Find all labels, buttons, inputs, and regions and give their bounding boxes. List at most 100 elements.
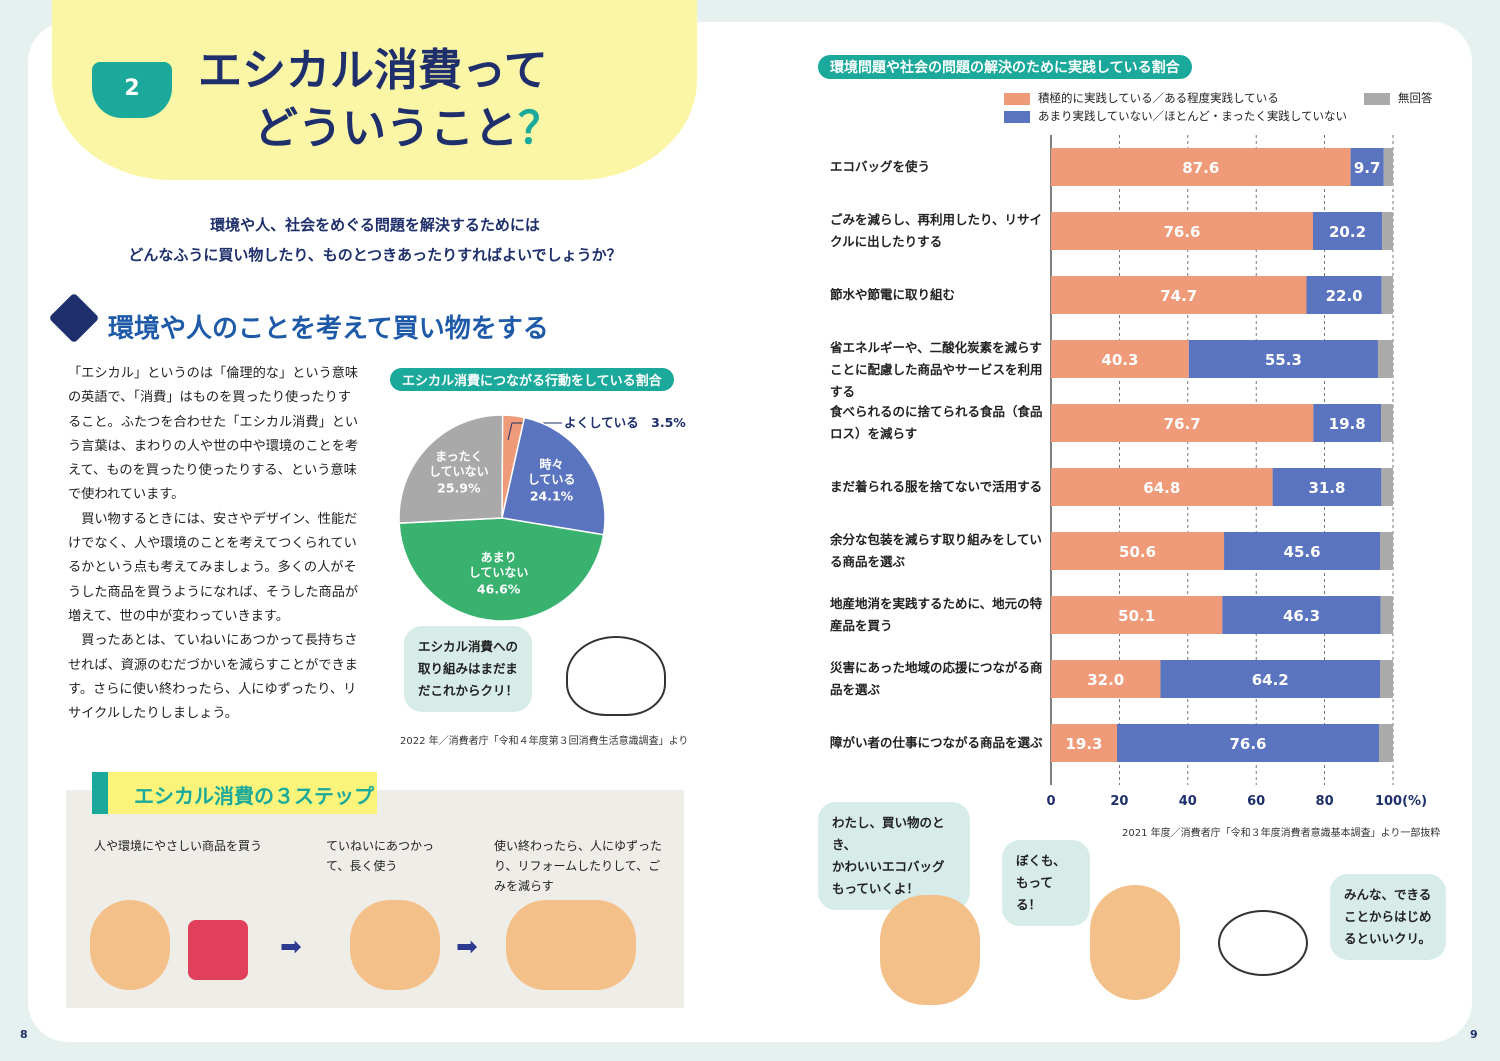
bar-segment-no-answer [1377,340,1393,378]
pie-label: あまり [481,551,517,565]
bar-chart-title: 環境問題や社会の問題の解決のために実践している割合 [818,55,1192,79]
bar-segment-no-answer [1381,404,1393,442]
x-tick-label: 0 [1046,794,1055,809]
x-tick-label: 40 [1179,794,1197,809]
pie-value: 25.9% [437,481,481,496]
bubble-line: ぼくも、 [1016,853,1066,868]
bar-category-label: 省エネルギーや、二酸化炭素を減らすことに配慮した商品やサービスを利用する [830,340,1043,399]
bar-segment-negative [1313,404,1382,442]
body-text: 「エシカル」というのは「倫理的な」という意味の英語で、「消費」はものを買ったり使… [68,362,364,726]
bubble-line: もってる！ [1016,875,1053,912]
speech-bubble: エシカル消費への 取り組みはまだま だこれからクリ！ [404,626,532,712]
bar-segment-positive [1051,724,1118,762]
title-line-2: どういうこと [254,103,518,154]
bubble-line: みんな、できる [1344,887,1432,902]
bar-category-label: ごみを減らし、再利用したり、リサイクルに出したりする [830,212,1043,249]
bubble-line: かわいいエコバッグ [832,859,945,874]
child-illustration [90,900,170,990]
arrow-right-icon: ➡ [456,932,478,962]
pie-leader-line [507,422,562,441]
chapter-badge: 2 [92,62,172,118]
bar-segment-negative [1350,148,1384,186]
x-tick-label: 100(%) [1375,794,1427,809]
bar-value-label: 50.1 [1118,607,1155,625]
page-title: エシカル消費って どういうこと？ [198,42,562,158]
paragraph: 「エシカル」というのは「倫理的な」という意味の英語で、「消費」はものを買ったり使… [68,366,359,503]
pie-value: 24.1% [530,489,574,504]
bar-value-label: 45.6 [1284,543,1321,561]
lead-text: 環境や人、社会をめぐる問題を解決するためには どんなふうに買い物したり、ものとつ… [60,210,690,270]
pie-slice [398,414,504,524]
title-question-mark: ？ [518,103,562,154]
step-2: ていねいにあつかって、長く使う [326,839,435,873]
bar-segment-positive [1051,148,1351,186]
bar-value-label: 76.6 [1229,735,1266,753]
bar-source: 2021 年度／消費者庁「令和３年度消費者意識基本調査」より一部抜粋 [1122,828,1441,839]
girl-illustration [880,895,980,1005]
bar-value-label: 9.7 [1354,159,1381,177]
title-line-1: エシカル消費って [198,45,548,96]
bar-value-label: 76.7 [1164,415,1201,433]
child-folding-illustration [350,900,440,990]
legend-item-negative: あまり実践していない／ほとんど・まったく実践していない [1004,108,1347,124]
bar-segment-positive [1051,468,1273,506]
bar-segment-positive [1051,340,1189,378]
bar-value-label: 55.3 [1265,351,1302,369]
lead-line: どんなふうに買い物したり、ものとつきあったりすればよいでしょうか？ [128,246,622,264]
speech-bubble: わたし、買い物のとき、 かわいいエコバッグ もっていくよ！ [818,802,970,910]
bar-segment-negative [1188,340,1378,378]
bar-value-label: 20.2 [1329,223,1366,241]
bar-segment-positive [1051,660,1161,698]
bar-segment-no-answer [1382,212,1393,250]
boy-illustration [1090,885,1180,1000]
bar-value-label: 64.2 [1252,671,1289,689]
bar-value-label: 76.6 [1163,223,1200,241]
legend-label: あまり実践していない／ほとんど・まったく実践していない [1038,109,1348,123]
bar-value-label: 40.3 [1101,351,1138,369]
bar-segment-no-answer [1380,532,1393,570]
legend-swatch [1004,92,1030,105]
bar-category-label: 節水や節電に取り組む [830,287,956,302]
children-sharing-illustration [506,900,636,990]
pie-label: 時々 [540,457,564,472]
legend-swatch [1004,110,1030,123]
bar-segment-positive [1051,212,1313,250]
section-title: 環境や人のことを考えて買い物をする [108,314,549,344]
x-tick-label: 80 [1316,794,1334,809]
bubble-line: 取り組みはまだま [418,661,518,676]
pie-label: まったく [435,450,483,464]
bar-segment-negative [1222,596,1381,634]
paragraph: 買ったあとは、ていねいにあつかって長持ちさせれば、資源のむだづかいを減らすことが… [68,633,358,722]
bar-segment-negative [1224,532,1381,570]
bar-segment-no-answer [1381,468,1393,506]
bar-category-label: エコバッグを使う [830,159,931,174]
bar-value-label: 87.6 [1182,159,1219,177]
legend-item-positive: 積極的に実践している／ある程度実践している [1004,90,1279,106]
bar-segment-no-answer [1383,148,1393,186]
steps-title: エシカル消費の３ステップ [92,772,377,814]
paragraph: 買い物するときには、安さやデザイン、性能だけでなく、人や環境のことを考えてつくら… [68,511,359,624]
page-number-left: 8 [20,1028,28,1041]
pie-label: よくしている 3.5% [564,415,686,430]
arrow-right-icon: ➡ [280,932,302,962]
page-number-right: 9 [1470,1028,1478,1041]
bubble-line: わたし、買い物のとき、 [832,815,945,852]
bar-category-label: 余分な包装を減らす取り組みをしている商品を選ぶ [830,532,1042,569]
bar-segment-positive [1051,532,1225,570]
pie-slice [398,517,605,622]
bubble-line: もっていくよ！ [832,881,919,896]
bar-value-label: 19.8 [1329,415,1366,433]
pie-value: 46.6% [477,582,521,597]
speech-bubble: ぼくも、 もってる！ [1002,840,1090,926]
legend-item-no-answer: 無回答 [1364,90,1433,106]
step-1: 人や環境にやさしい商品を買う [94,839,263,853]
bar-segment-negative [1312,212,1383,250]
bar-value-label: 50.6 [1119,543,1156,561]
legend-swatch [1364,92,1390,105]
bar-segment-positive [1051,596,1223,634]
pie-source: 2022 年／消費者庁「令和４年度第３回消費生活意識調査」より [400,736,689,747]
speech-bubble: みんな、できる ことからはじめ るといいクリ。 [1330,874,1446,960]
mascot-illustration [1218,910,1308,976]
bar-segment-no-answer [1378,724,1393,762]
bar-chart: 0 20 40 60 80 100(%) 87.6 9.7 76.6 20.2 74.7 22.0 40… [1046,135,1427,809]
